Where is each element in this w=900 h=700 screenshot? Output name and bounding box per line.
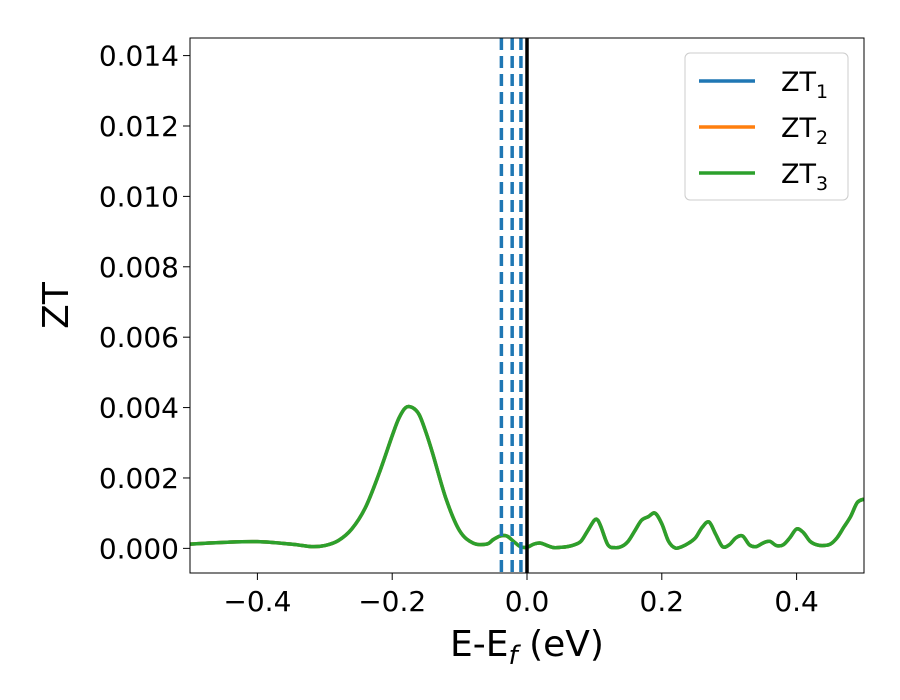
x-tick-label: −0.2 [358, 585, 426, 618]
y-tick-label: 0.000 [99, 532, 179, 565]
legend-label-zt1: ZT1 [781, 67, 828, 103]
legend-box [684, 52, 849, 201]
y-axis-label: ZT [36, 281, 77, 329]
y-tick-label: 0.014 [99, 40, 179, 73]
x-tick-label: 0.4 [774, 585, 819, 618]
y-tick-label: 0.004 [99, 392, 179, 425]
series-line-zt3 [190, 404, 864, 551]
y-tick-label: 0.010 [99, 180, 179, 213]
y-tick-label: 0.002 [99, 462, 179, 495]
x-axis: −0.4 −0.2 0.0 0.2 0.4 [223, 573, 819, 618]
legend-label-zt2: ZT2 [781, 113, 828, 149]
y-tick-label: 0.006 [99, 321, 179, 354]
plot-lines [190, 404, 864, 551]
legend-label-zt3: ZT3 [781, 159, 828, 195]
x-tick-label: −0.4 [223, 585, 291, 618]
y-tick-label: 0.008 [99, 251, 179, 284]
reference-lines [499, 38, 529, 573]
y-tick-label: 0.012 [99, 110, 179, 143]
x-axis-label: E-Ef (eV) [450, 624, 604, 671]
x-tick-label: 0.2 [640, 585, 685, 618]
x-tick-label: 0.0 [505, 585, 550, 618]
y-axis: 0.000 0.002 0.004 0.006 0.008 0.010 0.012 0.014 [99, 40, 190, 565]
legend: ZT1 ZT2 ZT3 [684, 52, 849, 201]
